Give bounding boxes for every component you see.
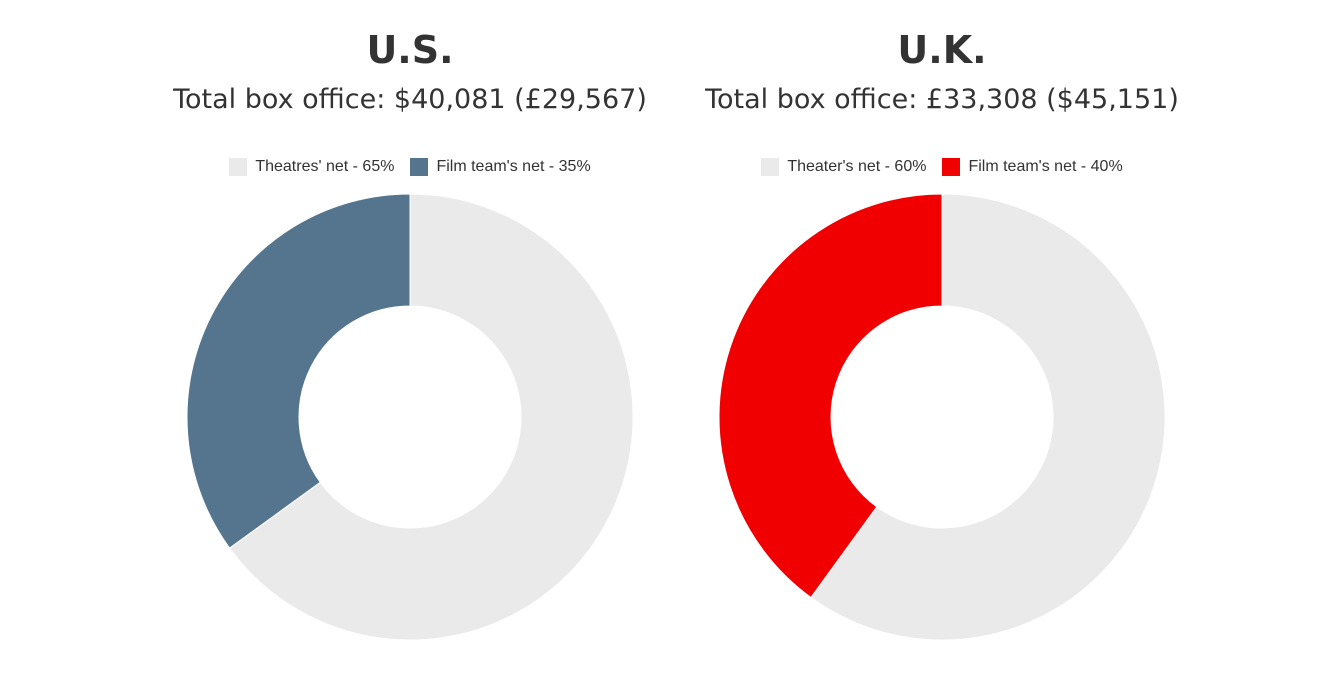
- legend-swatch: [229, 158, 248, 176]
- legend-swatch: [410, 158, 429, 176]
- legend-item[interactable]: Theater's net - 60%: [761, 158, 926, 176]
- legend-label: Theatres' net - 65%: [255, 158, 395, 175]
- donut: [718, 193, 1166, 641]
- donut-slice[interactable]: [810, 193, 1166, 641]
- legend-label: Film team's net - 40%: [968, 158, 1123, 175]
- legend-label: Film team's net - 35%: [436, 158, 591, 175]
- donut-slice[interactable]: [186, 193, 411, 549]
- chart-subtitle: Total box office: £33,308 ($45,151): [705, 84, 1179, 115]
- legend-label: Theater's net - 60%: [787, 158, 927, 175]
- chart-title: U.K.: [897, 28, 987, 72]
- legend: Theater's net - 60% Film team's net - 40…: [676, 158, 1208, 176]
- chart-subtitle: Total box office: $40,081 (£29,567): [173, 84, 647, 115]
- legend-swatch: [761, 158, 780, 176]
- donut-slice[interactable]: [228, 193, 634, 641]
- us-chart: U.S. Total box office: $40,081 (£29,567)…: [144, 0, 676, 678]
- chart-title: U.S.: [366, 28, 454, 72]
- legend-item[interactable]: Film team's net - 35%: [410, 158, 591, 176]
- donut-slice[interactable]: [718, 193, 943, 599]
- uk-chart: U.K. Total box office: £33,308 ($45,151)…: [676, 0, 1208, 678]
- legend-swatch: [942, 158, 961, 176]
- donut: [186, 193, 634, 641]
- legend-item[interactable]: Theatres' net - 65%: [229, 158, 394, 176]
- legend-item[interactable]: Film team's net - 40%: [942, 158, 1123, 176]
- legend: Theatres' net - 65% Film team's net - 35…: [144, 158, 676, 176]
